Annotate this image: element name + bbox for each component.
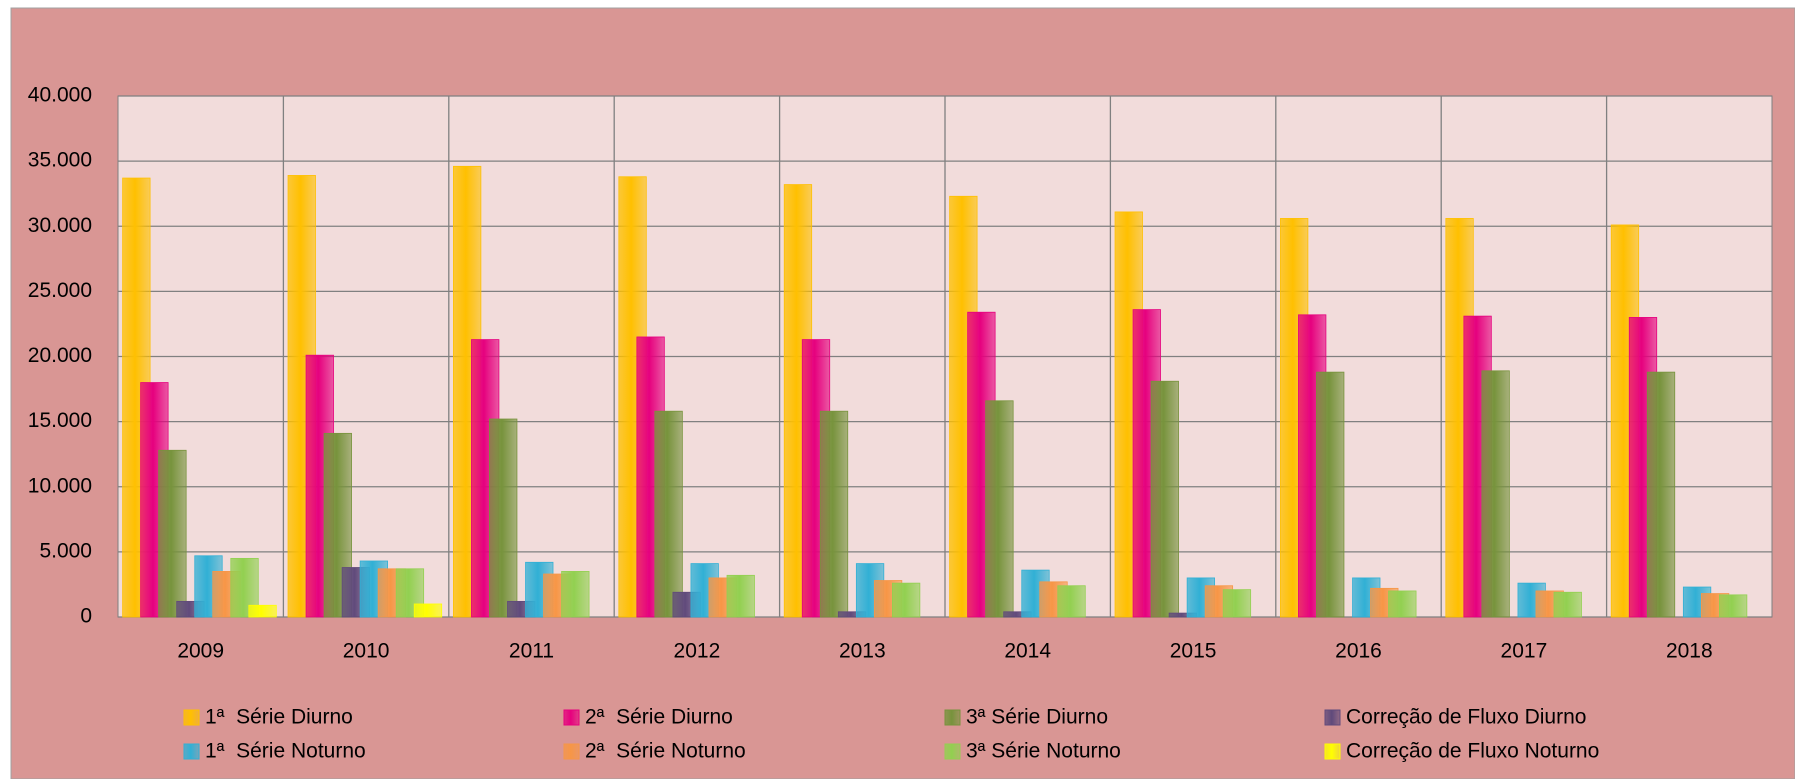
legend-swatch xyxy=(563,709,580,726)
bar xyxy=(1222,589,1252,618)
legend-swatch xyxy=(563,743,580,760)
x-tick-label: 2017 xyxy=(1501,640,1548,663)
y-tick-label: 35.000 xyxy=(28,149,92,172)
legend-swatch xyxy=(183,743,200,760)
bar xyxy=(1057,585,1086,618)
y-tick-label: 0 xyxy=(80,605,92,628)
bar xyxy=(413,603,443,618)
x-tick-label: 2015 xyxy=(1170,640,1217,663)
bar xyxy=(1517,582,1546,618)
bar xyxy=(1316,371,1345,618)
legend-swatch xyxy=(944,743,961,760)
legend-label: Correção de Fluxo Diurno xyxy=(1346,706,1586,729)
legend-label: 1ª Série Noturno xyxy=(205,740,366,763)
bar xyxy=(726,574,755,618)
bar xyxy=(985,400,1014,618)
legend-label: 3ª Série Noturno xyxy=(966,740,1121,763)
legend-label: Correção de Fluxo Noturno xyxy=(1346,740,1599,763)
y-tick-label: 5.000 xyxy=(39,539,92,562)
bar xyxy=(654,410,683,618)
legend-label: 1ª Série Diurno xyxy=(205,706,353,729)
y-tick-label: 40.000 xyxy=(28,84,92,107)
legend-label: 3ª Série Diurno xyxy=(966,706,1108,729)
x-tick-label: 2016 xyxy=(1335,640,1382,663)
bar xyxy=(561,571,590,618)
legend-label: 2ª Série Diurno xyxy=(585,706,733,729)
bar xyxy=(1646,371,1676,618)
x-tick-label: 2018 xyxy=(1666,640,1713,663)
x-tick-label: 2010 xyxy=(343,640,390,663)
bar xyxy=(819,410,849,618)
bar xyxy=(1481,370,1510,618)
legend-swatch xyxy=(944,709,961,726)
x-tick-label: 2012 xyxy=(674,640,721,663)
y-tick-label: 25.000 xyxy=(28,279,92,302)
bar xyxy=(1388,590,1417,618)
y-tick-label: 15.000 xyxy=(28,409,92,432)
x-tick-label: 2014 xyxy=(1004,640,1051,663)
y-tick-label: 20.000 xyxy=(28,344,92,367)
legend-swatch xyxy=(1324,709,1341,726)
legend-swatch xyxy=(183,709,200,726)
bar xyxy=(1719,594,1748,618)
legend-label: 2ª Série Noturno xyxy=(585,740,746,763)
x-tick-label: 2013 xyxy=(839,640,886,663)
y-tick-label: 10.000 xyxy=(28,474,92,497)
bar xyxy=(1150,380,1179,618)
bar xyxy=(248,604,277,618)
x-tick-label: 2011 xyxy=(509,640,554,663)
y-tick-label: 30.000 xyxy=(28,214,92,237)
x-tick-label: 2009 xyxy=(177,640,224,663)
bar xyxy=(158,449,187,618)
legend-swatch xyxy=(1324,743,1341,760)
bar xyxy=(489,418,518,618)
bar xyxy=(892,582,921,618)
bar xyxy=(1553,591,1582,618)
